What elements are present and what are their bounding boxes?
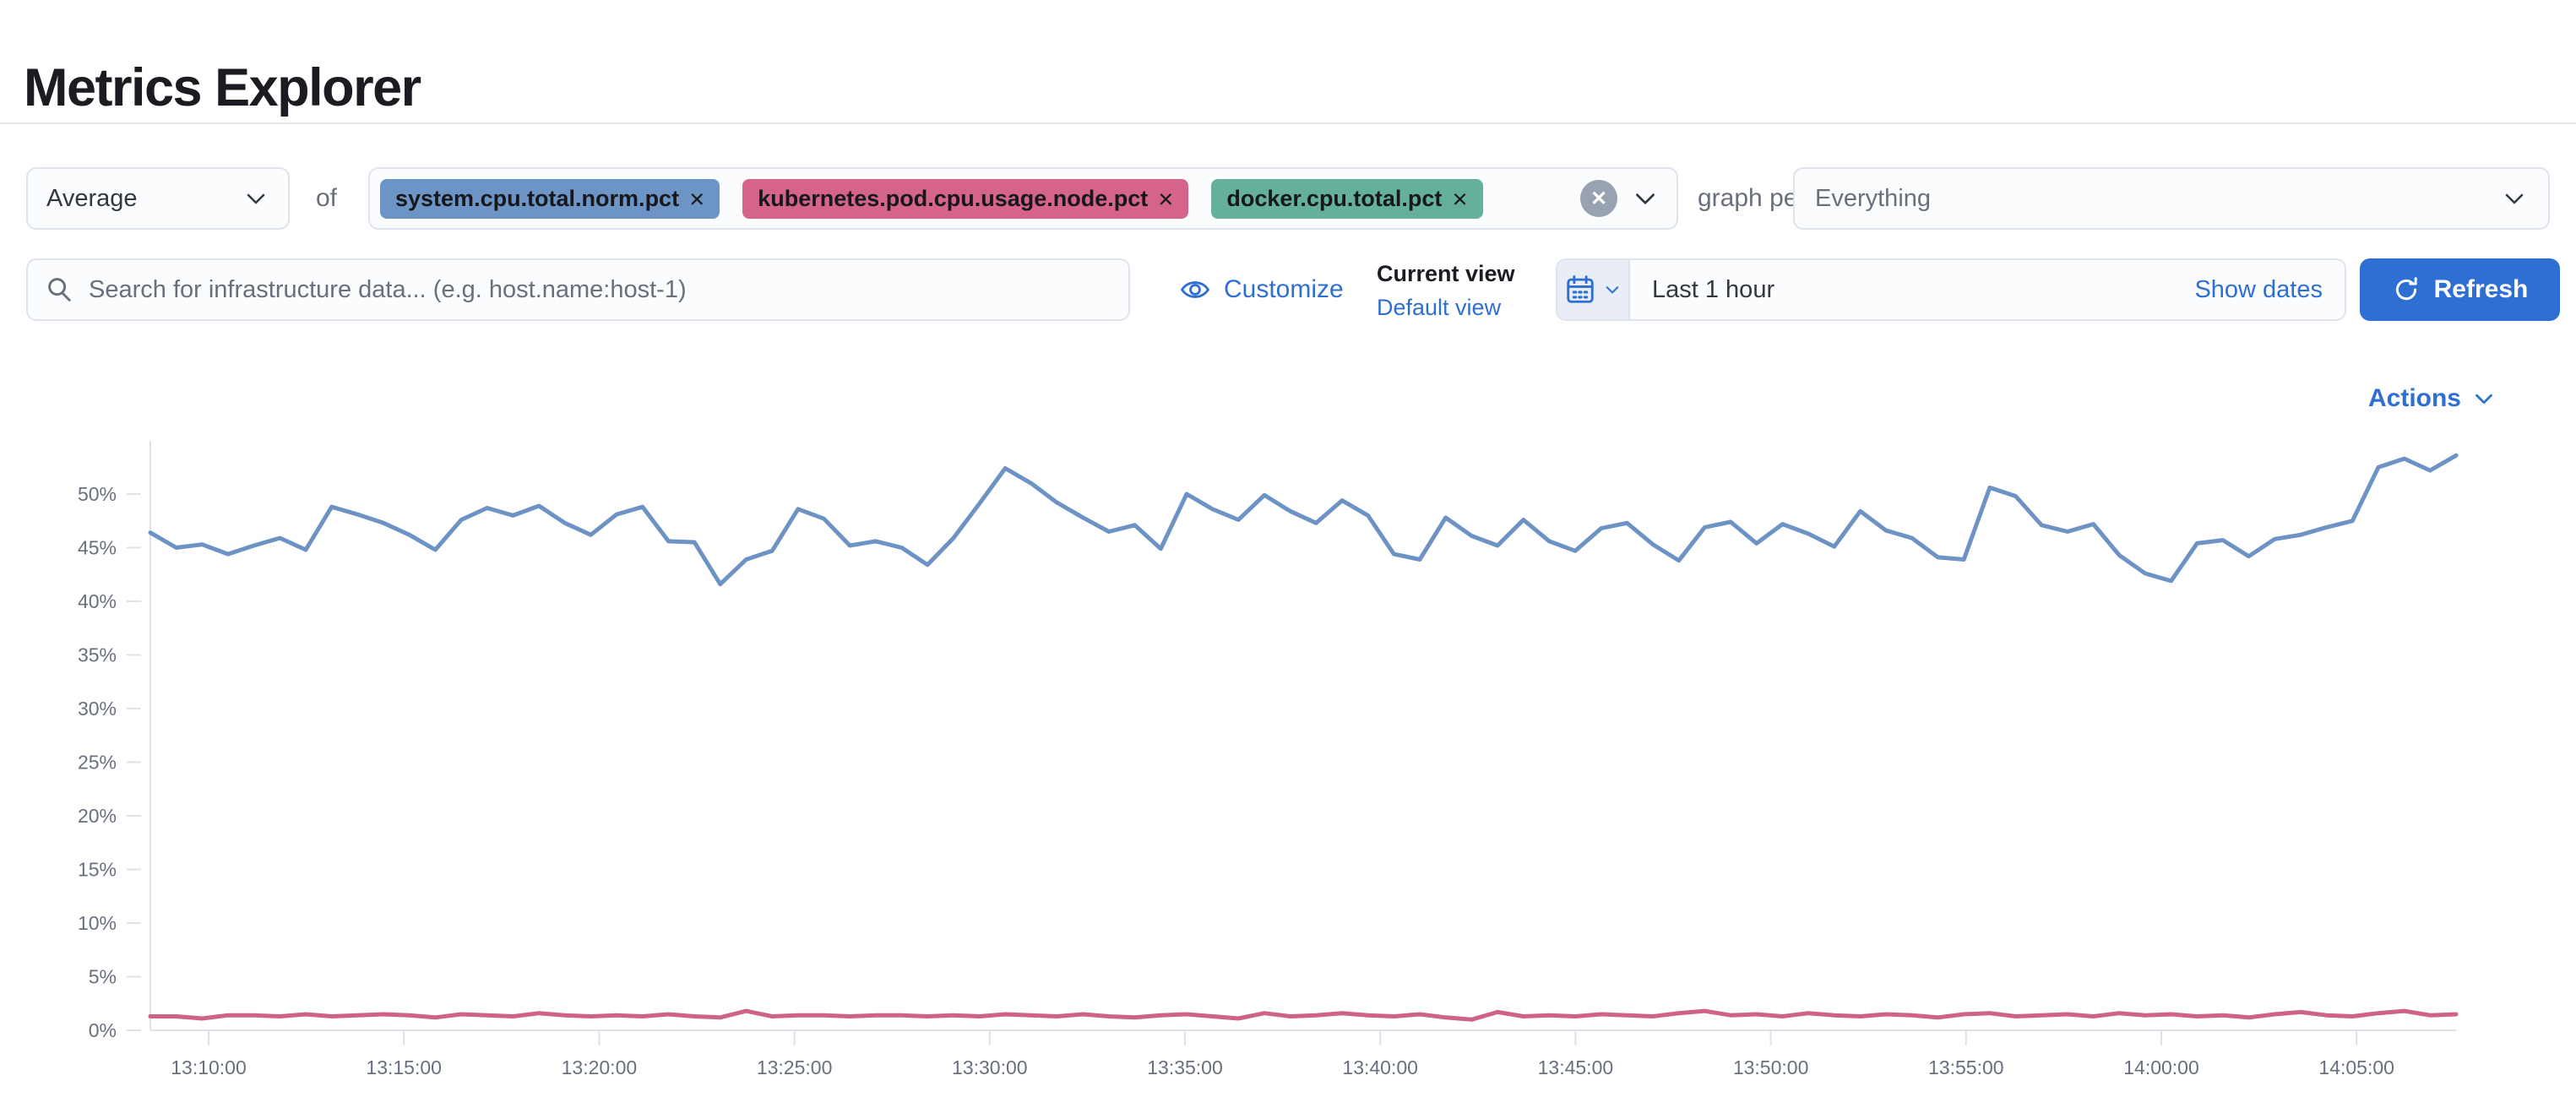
x-axis-label: 13:55:00 xyxy=(1928,1056,2004,1078)
y-axis-label: 30% xyxy=(78,698,117,720)
group-by-value: Everything xyxy=(1815,184,1932,212)
y-axis-label: 45% xyxy=(78,537,117,559)
chevron-down-icon xyxy=(1606,286,1619,294)
y-axis-label: 40% xyxy=(78,590,117,612)
chevron-down-icon xyxy=(247,193,265,204)
refresh-button[interactable]: Refresh xyxy=(2360,258,2560,321)
calendar-icon xyxy=(1567,275,1594,303)
actions-label: Actions xyxy=(2367,384,2461,412)
x-axis-label: 13:10:00 xyxy=(171,1056,247,1078)
current-view-label: Current view xyxy=(1377,261,1515,286)
x-axis-label: 13:50:00 xyxy=(1733,1056,1809,1078)
eye-icon xyxy=(1180,281,1210,298)
time-range-value: Last 1 hour xyxy=(1652,275,1775,303)
y-axis-label: 5% xyxy=(89,966,117,988)
date-picker: Last 1 hour Show dates xyxy=(1556,258,2346,321)
refresh-label: Refresh xyxy=(2433,275,2529,303)
series-line-0[interactable] xyxy=(148,453,2459,587)
time-range-field[interactable]: Last 1 hour Show dates xyxy=(1630,260,2345,319)
customize-button[interactable]: Customize xyxy=(1179,258,1344,321)
x-axis-label: 14:00:00 xyxy=(2123,1056,2199,1078)
remove-metric-icon[interactable]: × xyxy=(689,183,705,214)
x-axis-label: 13:35:00 xyxy=(1147,1056,1223,1078)
view-selector: Current view Default view xyxy=(1377,257,1562,324)
metric-tag[interactable]: docker.cpu.total.pct × xyxy=(1211,178,1483,219)
x-axis-label: 13:45:00 xyxy=(1538,1056,1614,1078)
quick-select-date-button[interactable] xyxy=(1557,260,1630,319)
customize-label: Customize xyxy=(1224,275,1344,303)
y-axis-label: 15% xyxy=(78,859,117,881)
search-placeholder: Search for infrastructure data... (e.g. … xyxy=(89,275,687,303)
metric-tag[interactable]: kubernetes.pod.cpu.usage.node.pct × xyxy=(742,178,1189,219)
y-axis-label: 10% xyxy=(78,912,117,934)
page-title: Metrics Explorer xyxy=(24,58,421,117)
x-axis-label: 13:15:00 xyxy=(366,1056,442,1078)
y-axis-label: 35% xyxy=(78,644,117,666)
metrics-combobox[interactable]: system.cpu.total.norm.pct × kubernetes.p… xyxy=(368,167,1678,230)
remove-metric-icon[interactable]: × xyxy=(1452,183,1468,214)
chevron-down-icon xyxy=(2475,394,2492,405)
show-dates-link[interactable]: Show dates xyxy=(2194,275,2323,303)
series-line-1[interactable] xyxy=(148,1008,2459,1022)
aggregation-value: Average xyxy=(46,184,138,212)
clear-all-metrics-button[interactable]: ✕ xyxy=(1580,180,1617,217)
metrics-chart[interactable]: 0% 5% 10% 15% 20% 25% 30% 35% 40% 45% 50% 13:10:00 1… xyxy=(51,441,2542,1108)
graph-per-label: graph per xyxy=(1698,184,1807,212)
line-chart[interactable]: 0% 5% 10% 15% 20% 25% 30% 35% 40% 45% 50% 13:10:00 1… xyxy=(51,441,2542,1108)
y-axis-label: 25% xyxy=(78,752,117,774)
group-by-select[interactable]: Everything xyxy=(1793,167,2550,230)
refresh-icon xyxy=(2395,277,2417,301)
x-axis-label: 13:20:00 xyxy=(562,1056,638,1078)
chevron-down-icon xyxy=(2505,193,2524,204)
metric-tag-label: docker.cpu.total.pct xyxy=(1226,185,1443,211)
actions-menu-button[interactable]: Actions xyxy=(2368,384,2497,413)
remove-metric-icon[interactable]: × xyxy=(1158,183,1174,214)
y-axis-label: 0% xyxy=(89,1019,117,1041)
metric-tag-label: kubernetes.pod.cpu.usage.node.pct xyxy=(758,185,1149,211)
chevron-down-icon[interactable] xyxy=(1631,184,1660,213)
x-axis-label: 13:40:00 xyxy=(1342,1056,1418,1078)
aggregation-select[interactable]: Average xyxy=(26,167,290,230)
default-view-link[interactable]: Default view xyxy=(1377,295,1502,320)
search-input[interactable]: Search for infrastructure data... (e.g. … xyxy=(26,258,1130,321)
y-axis-label: 50% xyxy=(78,483,117,505)
of-label: of xyxy=(316,184,338,212)
y-axis-label: 20% xyxy=(78,805,117,827)
search-icon xyxy=(48,278,71,301)
x-axis-label: 14:05:00 xyxy=(2318,1056,2394,1078)
metric-tag-label: system.cpu.total.norm.pct xyxy=(395,185,680,211)
metric-tag[interactable]: system.cpu.total.norm.pct × xyxy=(380,178,720,219)
x-axis-label: 13:30:00 xyxy=(952,1056,1028,1078)
header-divider xyxy=(0,122,2576,124)
x-axis-label: 13:25:00 xyxy=(757,1056,833,1078)
